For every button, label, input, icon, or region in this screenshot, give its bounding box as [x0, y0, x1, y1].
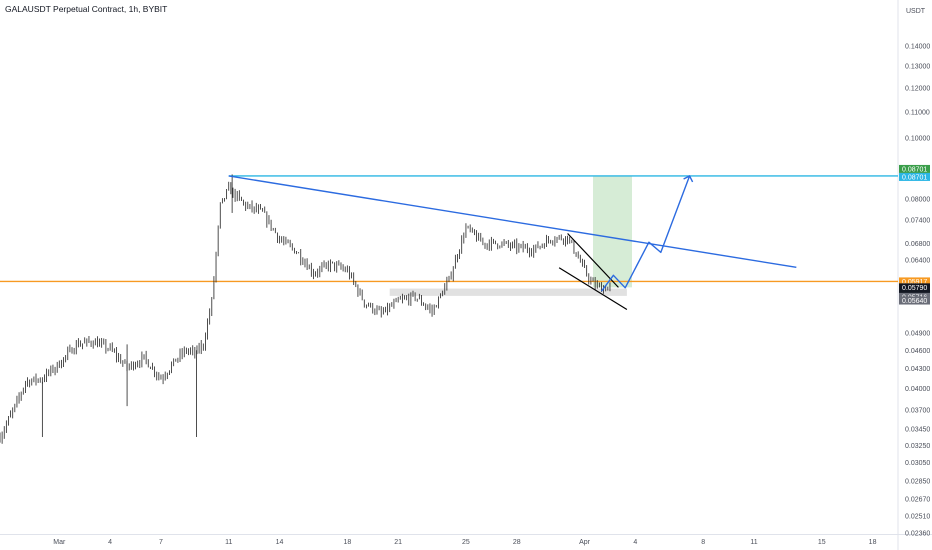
x-tick-label: 15: [818, 539, 826, 546]
descending-trendline[interactable]: [228, 175, 797, 269]
projection-arrow-head: [683, 174, 694, 183]
y-tick-label: 0.07400: [905, 218, 930, 225]
x-tick-label: 11: [750, 539, 757, 546]
y-tick-label: 0.03050: [905, 460, 930, 467]
x-tick-label: 25: [462, 539, 470, 546]
x-tick-label: 4: [108, 539, 112, 546]
y-tick-label: 0.10000: [905, 135, 930, 142]
y-tick-label: 0.03700: [905, 407, 930, 414]
x-tick-label: 28: [513, 539, 521, 546]
y-tick-label: 0.02510: [905, 513, 930, 520]
y-tick-label: 0.02850: [905, 479, 930, 486]
price-tag-box: [899, 296, 930, 305]
x-tick-label: 8: [701, 539, 705, 546]
x-tick-label: 14: [276, 539, 284, 546]
y-tick-label: 0.13000: [905, 64, 930, 71]
x-tick-label: Apr: [579, 539, 591, 546]
price-tag-label: 0.05917: [902, 279, 927, 286]
price-tag-label: 0.08701: [902, 174, 927, 181]
y-tick-label: 0.03250: [905, 443, 930, 450]
x-tick-label: Mar: [53, 539, 66, 546]
y-tick-label: 0.04900: [905, 331, 930, 338]
price-tag: 0.05917: [899, 277, 930, 286]
y-tick-label: 0.06800: [905, 241, 930, 248]
y-tick-label: 0.11000: [905, 109, 930, 116]
x-tick-label: 4: [633, 539, 637, 546]
price-tag-box: [899, 277, 930, 286]
price-tag-label: 0.08701: [902, 166, 927, 173]
y-tick-label: 0.06400: [905, 257, 930, 264]
price-tag-box: [899, 164, 930, 173]
channel-line[interactable]: [558, 267, 628, 310]
target-zone: [593, 175, 632, 288]
x-tick-label: 7: [159, 539, 163, 546]
chart-title: GALAUSDT Perpetual Contract, 1h, BYBIT: [5, 4, 168, 14]
y-tick-label: 0.04300: [905, 366, 930, 373]
price-tag-box: [899, 172, 930, 181]
demand-zone: [389, 288, 627, 296]
price-axis-unit: USDT: [906, 8, 926, 15]
x-tick-label: 21: [394, 539, 402, 546]
price-tag-label: 0.05640: [902, 298, 927, 305]
candles: [0, 174, 611, 444]
y-tick-label: 0.12000: [905, 86, 930, 93]
y-tick-label: 0.14000: [905, 43, 930, 50]
price-tag: 0.08701: [899, 172, 930, 181]
y-tick-label: 0.03450: [905, 426, 930, 433]
y-tick-label: 0.02360: [905, 530, 930, 537]
y-tick-label: 0.02670: [905, 497, 930, 504]
price-tag: 0.05640: [899, 296, 930, 305]
channel-line[interactable]: [567, 233, 619, 288]
x-tick-label: 18: [343, 539, 351, 546]
projection-path[interactable]: [600, 175, 691, 292]
price-tag-label: 0.05790: [902, 285, 927, 292]
price-tag: 0.08701: [899, 164, 930, 173]
x-tick-label: 18: [869, 539, 877, 546]
x-tick-label: 11: [225, 539, 232, 546]
y-tick-label: 0.04000: [905, 386, 930, 393]
y-tick-label: 0.08000: [905, 196, 930, 203]
y-tick-label: 0.04600: [905, 348, 930, 355]
